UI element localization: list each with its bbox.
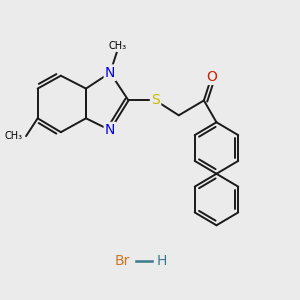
Text: Br: Br [115, 254, 130, 268]
Text: H: H [156, 254, 167, 268]
Text: S: S [151, 94, 160, 107]
Text: CH₃: CH₃ [4, 131, 22, 141]
Text: N: N [105, 123, 115, 137]
Text: O: O [206, 70, 217, 84]
Text: CH₃: CH₃ [109, 41, 127, 51]
Text: N: N [105, 66, 115, 80]
